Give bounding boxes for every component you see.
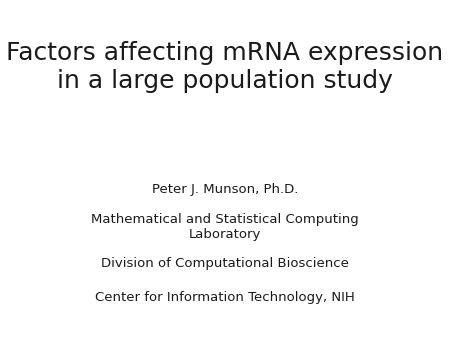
Text: Center for Information Technology, NIH: Center for Information Technology, NIH bbox=[95, 291, 355, 304]
Text: Peter J. Munson, Ph.D.: Peter J. Munson, Ph.D. bbox=[152, 183, 298, 195]
Text: Division of Computational Bioscience: Division of Computational Bioscience bbox=[101, 257, 349, 270]
Text: Mathematical and Statistical Computing
Laboratory: Mathematical and Statistical Computing L… bbox=[91, 213, 359, 241]
Text: Factors affecting mRNA expression
in a large population study: Factors affecting mRNA expression in a l… bbox=[6, 41, 444, 93]
